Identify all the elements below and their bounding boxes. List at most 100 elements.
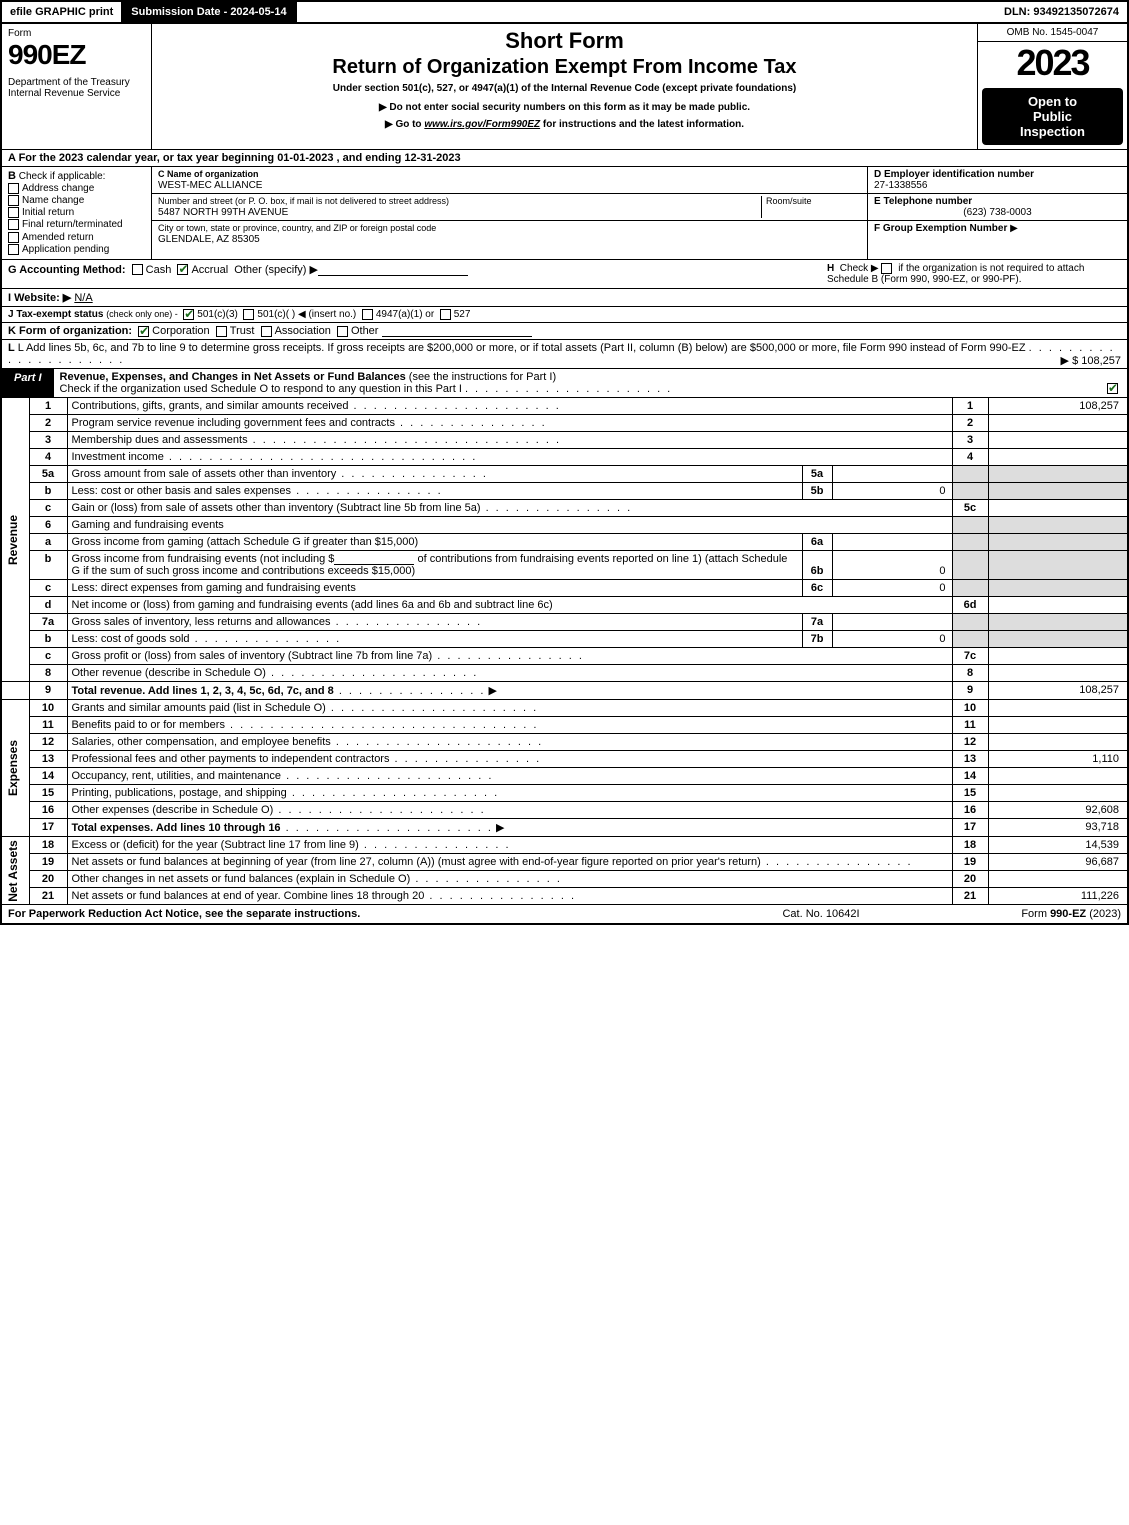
part-1-header: Part I Revenue, Expenses, and Changes in… <box>0 369 1129 398</box>
header-left: Form 990EZ Department of the Treasury In… <box>2 24 152 149</box>
chk-cash[interactable] <box>132 264 143 275</box>
chk-amended-return[interactable]: Amended return <box>8 232 145 243</box>
line-16: 16 Other expenses (describe in Schedule … <box>1 802 1128 819</box>
section-c: C Name of organization WEST-MEC ALLIANCE… <box>152 167 867 259</box>
chk-schedule-o[interactable] <box>1107 383 1118 394</box>
line-9: 9 Total revenue. Add lines 1, 2, 3, 4, 5… <box>1 682 1128 700</box>
form-ref: Form 990-EZ (2023) <box>921 908 1121 920</box>
line-6c: c Less: direct expenses from gaming and … <box>1 580 1128 597</box>
line-5a: 5a Gross amount from sale of assets othe… <box>1 466 1128 483</box>
department: Department of the Treasury Internal Reve… <box>8 77 145 99</box>
chk-schedule-b[interactable] <box>881 263 892 274</box>
form-header: Form 990EZ Department of the Treasury In… <box>0 24 1129 150</box>
val-1: 108,257 <box>988 398 1128 415</box>
chk-association[interactable] <box>261 326 272 337</box>
line-g-h: G Accounting Method: Cash Accrual Other … <box>0 260 1129 289</box>
val-9: 108,257 <box>988 682 1128 700</box>
chk-application-pending[interactable]: Application pending <box>8 244 145 255</box>
tax-year: 2023 <box>978 42 1127 84</box>
line-i: I Website: ▶ N/A <box>0 289 1129 307</box>
line-18: Net Assets 18 Excess or (deficit) for th… <box>1 837 1128 854</box>
chk-corporation[interactable] <box>138 326 149 337</box>
chk-501c3[interactable] <box>183 309 194 320</box>
line-5b: b Less: cost or other basis and sales ex… <box>1 483 1128 500</box>
chk-accrual[interactable] <box>177 264 188 275</box>
submission-date: Submission Date - 2024-05-14 <box>121 2 296 22</box>
section-bcdef: B Check if applicable: Address change Na… <box>0 167 1129 260</box>
side-net-assets: Net Assets <box>6 840 20 902</box>
cat-no: Cat. No. 10642I <box>721 908 921 920</box>
line-17: 17 Total expenses. Add lines 10 through … <box>1 819 1128 837</box>
line-21: 21 Net assets or fund balances at end of… <box>1 888 1128 905</box>
line-12: 12 Salaries, other compensation, and emp… <box>1 734 1128 751</box>
line-5c: c Gain or (loss) from sale of assets oth… <box>1 500 1128 517</box>
line-1: Revenue 1 Contributions, gifts, grants, … <box>1 398 1128 415</box>
part-1-table: Revenue 1 Contributions, gifts, grants, … <box>0 398 1129 905</box>
line-7c: c Gross profit or (loss) from sales of i… <box>1 648 1128 665</box>
side-revenue: Revenue <box>6 515 20 565</box>
line-13: 13 Professional fees and other payments … <box>1 751 1128 768</box>
title-short-form: Short Form <box>158 28 971 54</box>
open-to-public: Open to Public Inspection <box>982 88 1123 145</box>
line-k: K Form of organization: Corporation Trus… <box>0 323 1129 340</box>
val-17: 93,718 <box>988 819 1128 837</box>
org-name: WEST-MEC ALLIANCE <box>158 180 262 191</box>
chk-other-org[interactable] <box>337 326 348 337</box>
line-7a: 7a Gross sales of inventory, less return… <box>1 614 1128 631</box>
line-j: J Tax-exempt status (check only one) - 5… <box>0 307 1129 323</box>
paperwork-notice: For Paperwork Reduction Act Notice, see … <box>8 908 721 920</box>
line-a: A For the 2023 calendar year, or tax yea… <box>0 150 1129 167</box>
chk-name-change[interactable]: Name change <box>8 195 145 206</box>
line-3: 3 Membership dues and assessments 3 <box>1 432 1128 449</box>
telephone: (623) 738-0003 <box>874 207 1121 218</box>
line-14: 14 Occupancy, rent, utilities, and maint… <box>1 768 1128 785</box>
gross-receipts: ▶ $ 108,257 <box>1061 354 1121 367</box>
section-def: D Employer identification number 27-1338… <box>867 167 1127 259</box>
val-16: 92,608 <box>988 802 1128 819</box>
line-6a: a Gross income from gaming (attach Sched… <box>1 534 1128 551</box>
chk-trust[interactable] <box>216 326 227 337</box>
irs-link[interactable]: www.irs.gov/Form990EZ <box>424 119 540 130</box>
val-18: 14,539 <box>988 837 1128 854</box>
chk-initial-return[interactable]: Initial return <box>8 207 145 218</box>
chk-address-change[interactable]: Address change <box>8 183 145 194</box>
line-6b: b Gross income from fundraising events (… <box>1 551 1128 580</box>
part-1-tab: Part I <box>2 369 54 397</box>
line-20: 20 Other changes in net assets or fund b… <box>1 871 1128 888</box>
page-footer: For Paperwork Reduction Act Notice, see … <box>0 905 1129 925</box>
line-7b: b Less: cost of goods sold 7b 0 <box>1 631 1128 648</box>
header-mid: Short Form Return of Organization Exempt… <box>152 24 977 149</box>
line-6d: d Net income or (loss) from gaming and f… <box>1 597 1128 614</box>
subtitle-ssn: ▶ Do not enter social security numbers o… <box>158 102 971 113</box>
line-11: 11 Benefits paid to or for members 11 <box>1 717 1128 734</box>
chk-501c[interactable] <box>243 309 254 320</box>
chk-527[interactable] <box>440 309 451 320</box>
omb-number: OMB No. 1545-0047 <box>978 24 1127 42</box>
website: N/A <box>74 292 92 304</box>
ein: 27-1338556 <box>874 180 927 191</box>
line-2: 2 Program service revenue including gove… <box>1 415 1128 432</box>
top-bar: efile GRAPHIC print Submission Date - 20… <box>0 0 1129 24</box>
efile-label[interactable]: efile GRAPHIC print <box>2 2 121 22</box>
subtitle-goto: ▶ Go to www.irs.gov/Form990EZ for instru… <box>158 119 971 130</box>
org-address: 5487 NORTH 99TH AVENUE <box>158 207 288 218</box>
line-4: 4 Investment income 4 <box>1 449 1128 466</box>
line-15: 15 Printing, publications, postage, and … <box>1 785 1128 802</box>
line-l: L L Add lines 5b, 6c, and 7b to line 9 t… <box>0 340 1129 369</box>
form-number: 990EZ <box>8 39 145 71</box>
line-19: 19 Net assets or fund balances at beginn… <box>1 854 1128 871</box>
line-8: 8 Other revenue (describe in Schedule O)… <box>1 665 1128 682</box>
form-label: Form <box>8 28 145 39</box>
val-13: 1,110 <box>988 751 1128 768</box>
chk-final-return[interactable]: Final return/terminated <box>8 219 145 230</box>
chk-4947[interactable] <box>362 309 373 320</box>
subtitle-section: Under section 501(c), 527, or 4947(a)(1)… <box>158 83 971 94</box>
title-return: Return of Organization Exempt From Incom… <box>158 56 971 79</box>
org-city: GLENDALE, AZ 85305 <box>158 234 260 245</box>
section-b: B Check if applicable: Address change Na… <box>2 167 152 259</box>
dln: DLN: 93492135072674 <box>996 2 1127 22</box>
line-6: 6 Gaming and fundraising events <box>1 517 1128 534</box>
val-19: 96,687 <box>988 854 1128 871</box>
header-right: OMB No. 1545-0047 2023 Open to Public In… <box>977 24 1127 149</box>
val-21: 111,226 <box>988 888 1128 905</box>
